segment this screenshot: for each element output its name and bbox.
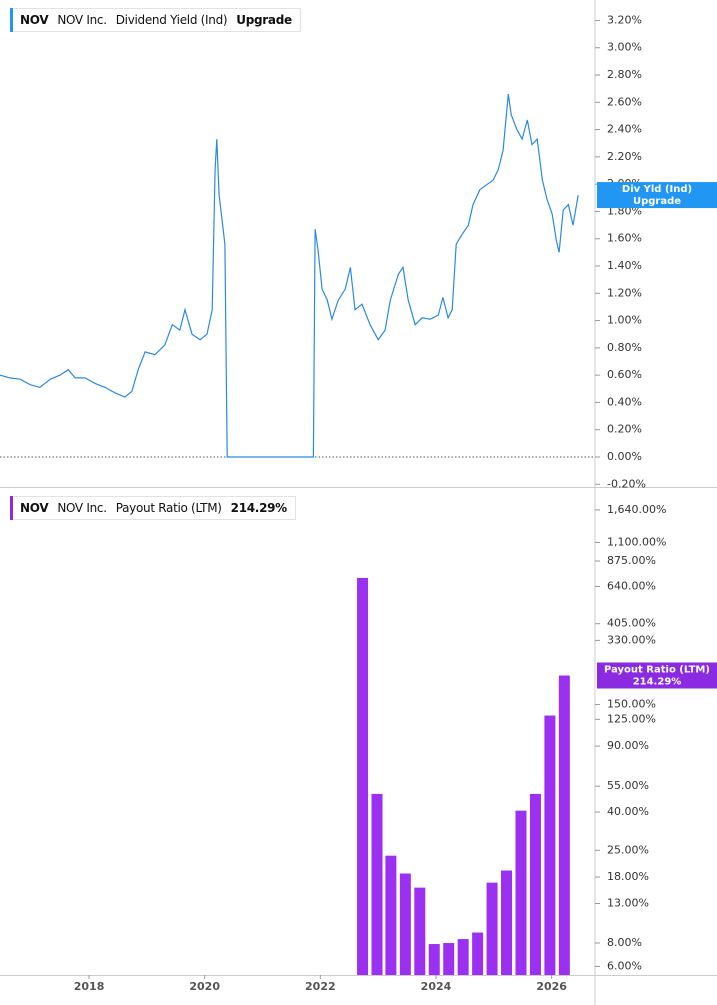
value-tag: Div Yld (Ind)Upgrade: [597, 182, 717, 209]
y-tick-label: 3.00%: [607, 41, 642, 54]
y-tick-label: 1.20%: [607, 286, 642, 299]
y-tick-label: 3.20%: [607, 13, 642, 26]
value-tag-value: Upgrade: [633, 196, 681, 207]
y-tick-label: -0.20%: [607, 477, 646, 490]
bar: [544, 715, 556, 975]
y-tick-label: 405.00%: [607, 617, 656, 630]
y-tick-label: 0.20%: [607, 423, 642, 436]
y-tick-label: 1.40%: [607, 259, 642, 272]
bar: [457, 939, 469, 975]
x-tick-label: 2020: [189, 980, 220, 993]
value-tag-label: Div Yld (Ind): [622, 184, 692, 195]
bar: [371, 793, 383, 975]
y-tick-label: 2.40%: [607, 123, 642, 136]
y-tick-label: 0.80%: [607, 341, 642, 354]
legend-value: Upgrade: [236, 13, 292, 27]
value-tag: Payout Ratio (LTM)214.29%: [597, 662, 717, 689]
legend-series: Payout Ratio (LTM): [115, 501, 222, 515]
y-tick-label: 1.00%: [607, 314, 642, 327]
bar: [399, 873, 411, 975]
legend: NOV NOV Inc. Payout Ratio (LTM) 214.29%: [10, 496, 296, 520]
bar: [428, 944, 440, 975]
bar: [501, 870, 513, 975]
y-tick-label: 2.20%: [607, 150, 642, 163]
y-tick-label: 2.80%: [607, 68, 642, 81]
y-tick-label: 1,100.00%: [607, 535, 666, 548]
legend-series: Dividend Yield (Ind): [115, 13, 228, 27]
y-tick-label: 40.00%: [607, 805, 649, 818]
y-tick-label: 125.00%: [607, 712, 656, 725]
bar: [558, 675, 570, 975]
x-tick-label: 2022: [305, 980, 336, 993]
bar: [486, 882, 498, 975]
y-tick-label: 55.00%: [607, 779, 649, 792]
x-tick-label: 2026: [536, 980, 567, 993]
bar: [472, 932, 484, 975]
y-tick-label: 1,640.00%: [607, 503, 666, 516]
y-tick-label: 90.00%: [607, 739, 649, 752]
legend: NOV NOV Inc. Dividend Yield (Ind) Upgrad…: [10, 8, 301, 32]
bar: [515, 810, 527, 975]
bar: [529, 793, 541, 975]
y-tick-label: 150.00%: [607, 698, 656, 711]
y-tick-label: 875.00%: [607, 554, 656, 567]
value-tag-value: 214.29%: [633, 677, 682, 688]
legend-ticker: NOV: [20, 13, 49, 27]
x-tick-label: 2024: [421, 980, 452, 993]
bar: [414, 887, 426, 975]
y-tick-label: 8.00%: [607, 936, 642, 949]
line: [0, 94, 579, 458]
y-tick-label: 25.00%: [607, 843, 649, 856]
y-tick-label: 0.40%: [607, 395, 642, 408]
y-tick-label: 1.60%: [607, 232, 642, 245]
value-tag-label: Payout Ratio (LTM): [604, 665, 710, 676]
y-tick-label: 6.00%: [607, 959, 642, 972]
bar: [357, 577, 369, 975]
y-tick-label: 640.00%: [607, 579, 656, 592]
legend-ticker: NOV: [20, 501, 49, 515]
legend-value: 214.29%: [230, 501, 288, 515]
legend-company: NOV Inc.: [57, 13, 107, 27]
legend-company: NOV Inc.: [57, 501, 107, 515]
bar: [385, 855, 397, 975]
y-tick-label: 13.00%: [607, 897, 649, 910]
bar: [443, 943, 455, 975]
y-tick-label: 330.00%: [607, 633, 656, 646]
value-tag-box: [597, 662, 717, 689]
y-tick-label: 0.00%: [607, 450, 642, 463]
x-tick-label: 2018: [74, 980, 105, 993]
y-tick-label: 2.60%: [607, 95, 642, 108]
y-tick-label: 18.00%: [607, 870, 649, 883]
y-tick-label: 0.60%: [607, 368, 642, 381]
value-tag-box: [597, 182, 717, 209]
